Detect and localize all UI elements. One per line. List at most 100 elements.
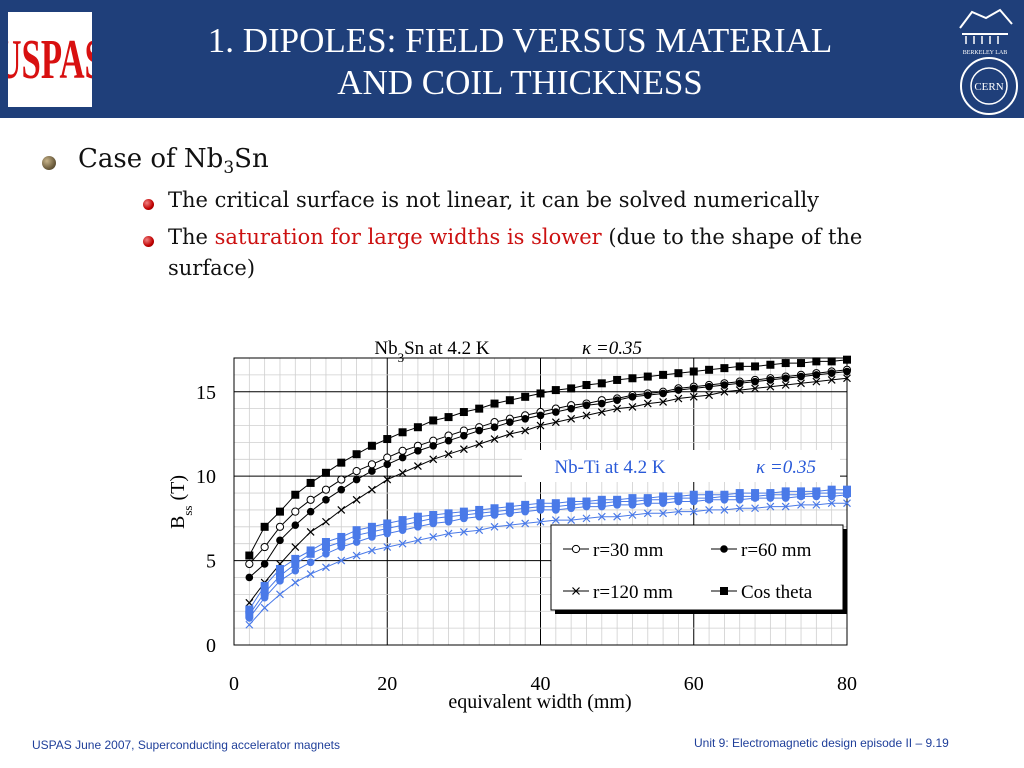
data-point <box>383 543 392 552</box>
data-point <box>674 394 683 403</box>
sub-bullet-dot-icon <box>143 236 154 247</box>
data-point <box>735 386 744 395</box>
data-point <box>797 487 806 496</box>
data-point <box>245 620 254 629</box>
data-point <box>582 401 591 410</box>
sub-bullet-2-highlight: saturation for large widths is slower <box>214 225 602 249</box>
series-nb3sn-cos-theta <box>245 355 851 560</box>
data-point <box>398 428 407 437</box>
data-point <box>444 450 453 459</box>
cern-logo: CERN <box>960 57 1018 115</box>
data-point <box>459 445 468 454</box>
data-point <box>843 367 851 376</box>
data-point <box>337 538 346 547</box>
data-point <box>413 512 422 521</box>
data-point <box>260 593 269 602</box>
data-point <box>459 527 468 536</box>
data-point <box>797 359 806 368</box>
data-point <box>306 570 315 579</box>
data-point <box>291 521 300 529</box>
data-point <box>322 496 330 504</box>
data-point <box>383 435 392 444</box>
data-point <box>398 453 407 462</box>
data-point <box>552 506 560 514</box>
data-point <box>643 372 652 381</box>
legend-marker <box>572 587 580 595</box>
data-point <box>490 511 499 519</box>
data-point <box>659 499 667 507</box>
data-point <box>398 516 407 525</box>
data-point <box>291 490 300 499</box>
data-point <box>536 411 545 420</box>
data-point <box>367 522 376 531</box>
data-point <box>827 369 836 377</box>
data-point <box>337 485 346 494</box>
data-point <box>276 577 284 585</box>
sub-bullet-2-prefix: The <box>168 225 215 249</box>
data-point <box>521 392 530 401</box>
data-point <box>398 539 407 548</box>
data-point <box>505 396 514 405</box>
data-point <box>459 408 468 417</box>
data-point <box>827 357 836 366</box>
footer-right: Unit 9: Electromagnetic design episode I… <box>694 736 949 750</box>
data-point <box>659 509 668 518</box>
uspas-logo-text: USPAS <box>8 29 92 92</box>
data-point <box>306 507 315 516</box>
y-tick-label: 5 <box>206 551 216 573</box>
data-point <box>444 529 453 538</box>
data-point <box>352 551 361 560</box>
chart-kappa-label-nbti: κ =0.35 <box>756 457 816 478</box>
data-point <box>337 458 346 467</box>
series-line <box>248 369 848 565</box>
series-nb3sn-r-60-mm <box>245 367 851 582</box>
series-line <box>248 371 848 578</box>
data-point <box>337 475 346 484</box>
data-point <box>613 375 622 384</box>
data-point <box>306 495 315 504</box>
data-point <box>368 546 376 555</box>
data-point <box>659 492 668 501</box>
data-point <box>551 499 560 508</box>
plot-frame <box>233 357 848 646</box>
x-tick-label: 20 <box>377 673 397 695</box>
data-point <box>260 560 269 568</box>
data-point <box>720 381 729 389</box>
data-point <box>843 499 851 508</box>
data-point <box>521 519 530 528</box>
series-nb-ti-r-120-mm <box>245 499 851 629</box>
data-point <box>735 379 744 388</box>
data-point <box>689 497 698 506</box>
data-point <box>490 504 499 513</box>
data-point <box>674 507 683 516</box>
data-point <box>352 495 361 504</box>
data-point <box>689 384 698 393</box>
data-point <box>475 440 484 449</box>
data-point <box>567 516 576 524</box>
data-point <box>567 497 576 506</box>
data-point <box>766 376 775 384</box>
data-point <box>429 511 438 520</box>
data-point <box>781 487 790 496</box>
data-point <box>781 374 790 383</box>
data-point <box>322 550 330 558</box>
data-point <box>368 467 376 475</box>
data-point <box>352 450 361 459</box>
data-point <box>321 543 330 552</box>
data-point <box>613 512 622 521</box>
data-point <box>352 526 361 535</box>
footer-left: USPAS June 2007, Superconducting acceler… <box>32 738 340 752</box>
data-point <box>766 489 775 498</box>
data-point <box>291 554 300 563</box>
data-point <box>444 436 453 445</box>
data-point <box>827 492 836 501</box>
data-point <box>674 386 683 394</box>
data-point <box>567 414 576 423</box>
data-point <box>413 517 422 526</box>
data-point <box>413 423 422 432</box>
data-point <box>413 462 422 470</box>
series-line <box>248 377 848 604</box>
data-point <box>337 543 346 551</box>
data-point <box>260 522 269 531</box>
data-point <box>383 453 392 462</box>
